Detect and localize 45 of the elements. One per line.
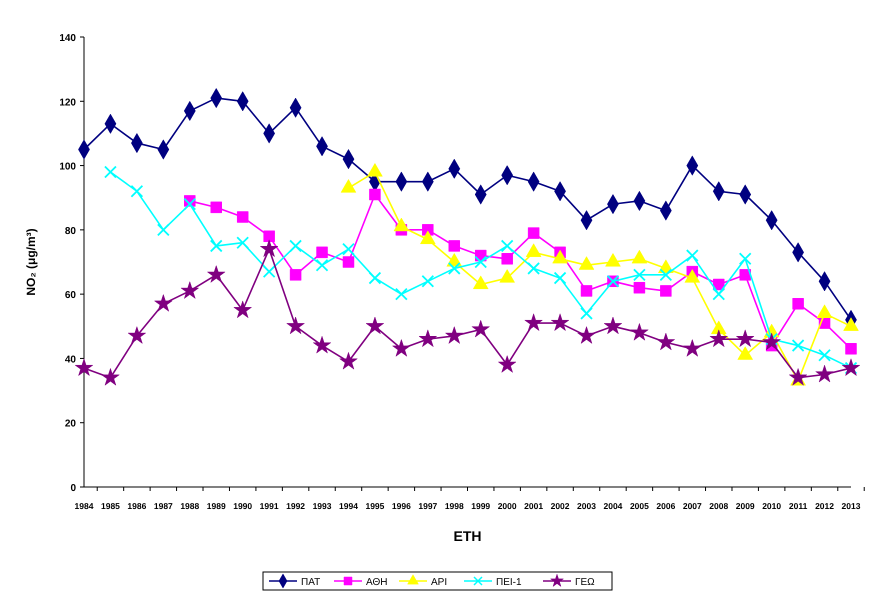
x-tick-label: 1995 bbox=[365, 501, 385, 511]
x-tick-label: 1994 bbox=[339, 501, 358, 511]
x-tick-label: 2012 bbox=[815, 501, 834, 511]
y-axis-title: NO₂ (μg/m³) bbox=[24, 228, 38, 296]
x-tick-label: 2011 bbox=[788, 501, 808, 511]
x-tick-label: 1993 bbox=[312, 501, 332, 511]
x-tick-label: 1985 bbox=[100, 501, 120, 511]
y-tick-label: 20 bbox=[64, 418, 76, 430]
x-axis-title: ΕΤΗ bbox=[454, 528, 482, 544]
x-tick-label: 1992 bbox=[286, 501, 306, 511]
y-tick-label: 0 bbox=[70, 483, 76, 494]
y-tick-label: 40 bbox=[64, 354, 76, 366]
y-tick-label: 80 bbox=[64, 226, 76, 237]
y-tick-label: 100 bbox=[59, 162, 76, 173]
x-tick-label: 1989 bbox=[206, 501, 226, 511]
x-tick-label: 1986 bbox=[127, 501, 147, 511]
legend-label: ΑΘΗ bbox=[366, 577, 388, 588]
y-tick-label: 120 bbox=[59, 97, 76, 108]
legend-label: ΓΕΩ bbox=[575, 577, 596, 588]
x-tick-label: 1991 bbox=[260, 501, 279, 511]
y-tick-label: 140 bbox=[59, 33, 76, 44]
x-tick-label: 1998 bbox=[444, 501, 464, 511]
x-tick-label: 1999 bbox=[471, 501, 490, 511]
x-tick-label: 2000 bbox=[498, 501, 517, 511]
x-tick-label: 1997 bbox=[418, 501, 438, 511]
x-tick-label: 2010 bbox=[762, 501, 782, 511]
x-tick-label: 2005 bbox=[630, 501, 650, 511]
legend-label: ΠΕΙ-1 bbox=[496, 577, 522, 588]
x-tick-label: 2013 bbox=[842, 501, 861, 511]
x-tick-label: 2001 bbox=[524, 501, 544, 511]
x-tick-label: 2004 bbox=[604, 501, 623, 511]
x-tick-label: 2008 bbox=[709, 501, 728, 511]
x-tick-label: 1990 bbox=[233, 501, 252, 511]
x-tick-label: 1988 bbox=[180, 501, 200, 511]
x-tick-label: 2003 bbox=[577, 501, 596, 511]
legend-label: ΑΡΙ bbox=[431, 577, 448, 588]
x-tick-label: 1996 bbox=[392, 501, 412, 511]
x-tick-label: 2002 bbox=[550, 501, 570, 511]
x-tick-label: 2007 bbox=[682, 501, 702, 511]
x-tick-label: 1984 bbox=[74, 501, 94, 511]
x-tick-label: 2009 bbox=[736, 501, 755, 511]
x-tick-label: 1987 bbox=[154, 501, 174, 511]
y-tick-label: 60 bbox=[64, 290, 76, 302]
x-tick-label: 2006 bbox=[656, 501, 676, 511]
legend-label: ΠΑΤ bbox=[301, 577, 320, 588]
